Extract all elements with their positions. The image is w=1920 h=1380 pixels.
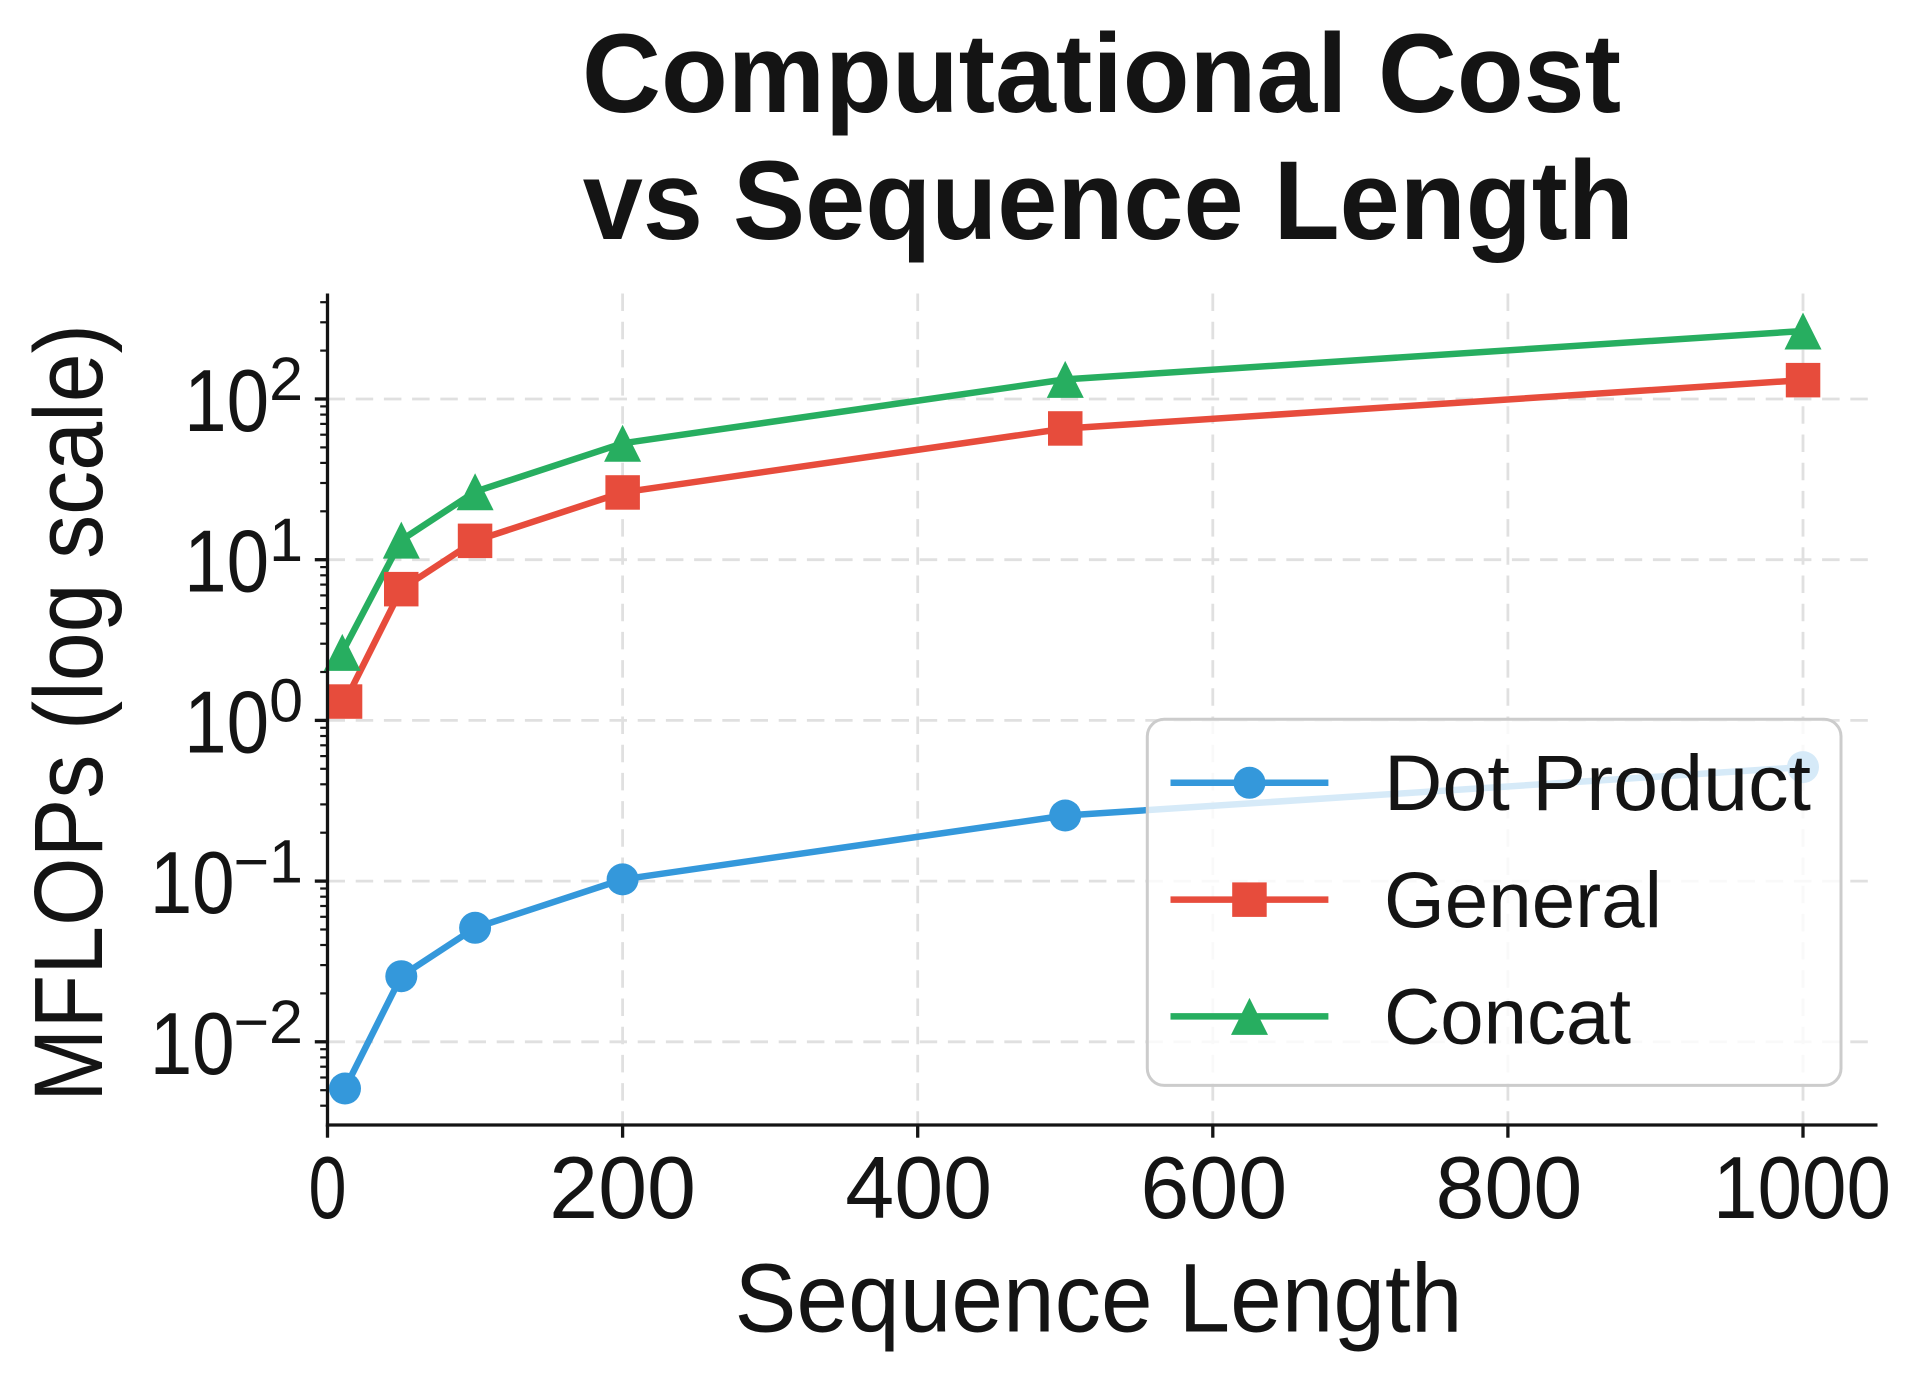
svg-text:10: 10 [184,512,269,611]
svg-text:0: 0 [269,667,303,735]
svg-text:Concat: Concat [1384,972,1631,1061]
svg-text:10: 10 [150,833,235,932]
svg-text:0: 0 [309,1138,347,1237]
svg-text:10: 10 [184,351,269,450]
svg-text:10: 10 [150,994,235,1093]
svg-text:−2: −2 [233,988,303,1056]
svg-text:−1: −1 [233,827,303,895]
svg-text:2: 2 [269,345,303,413]
svg-text:MFLOPs (log scale): MFLOPs (log scale) [14,324,123,1102]
svg-text:1000: 1000 [1713,1138,1891,1237]
svg-text:Dot Product: Dot Product [1384,738,1811,827]
svg-text:vs Sequence Length: vs Sequence Length [583,138,1634,263]
svg-text:10: 10 [184,672,269,771]
svg-text:200: 200 [549,1138,696,1237]
svg-text:1: 1 [269,506,303,574]
svg-text:400: 400 [845,1138,992,1237]
svg-text:Sequence Length: Sequence Length [735,1244,1463,1353]
svg-text:600: 600 [1140,1138,1287,1237]
svg-text:Computational Cost: Computational Cost [582,11,1621,136]
svg-text:General: General [1384,855,1662,944]
svg-text:800: 800 [1435,1138,1582,1237]
